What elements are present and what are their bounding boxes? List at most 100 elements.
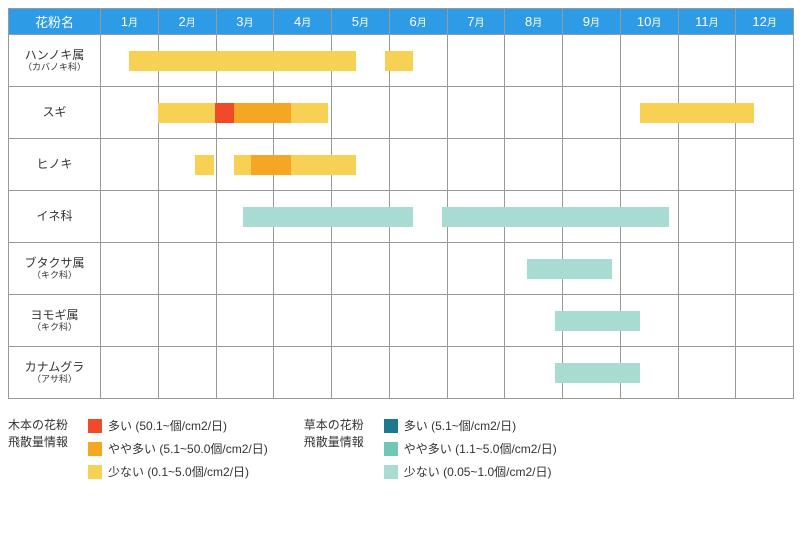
calendar-cell: [620, 243, 678, 295]
month-header: 6月: [389, 9, 447, 35]
month-header: 4月: [274, 9, 332, 35]
calendar-cell: [101, 243, 159, 295]
calendar-cell: [678, 87, 736, 139]
calendar-cell: [447, 347, 505, 399]
calendar-cell: [158, 87, 216, 139]
month-header: 12月: [736, 9, 794, 35]
calendar-cell: [216, 87, 274, 139]
calendar-cell: [505, 191, 563, 243]
legend-item: 多い (50.1~個/cm2/日): [88, 417, 268, 434]
pollen-calendar-table: 花粉名1月2月3月4月5月6月7月8月9月10月11月12月 ハンノキ属（カバノ…: [8, 8, 794, 399]
month-header: 3月: [216, 9, 274, 35]
calendar-cell: [678, 191, 736, 243]
legend-item: やや多い (1.1~5.0個/cm2/日): [384, 440, 557, 457]
calendar-cell: [736, 191, 794, 243]
calendar-cell: [736, 243, 794, 295]
month-header: 7月: [447, 9, 505, 35]
month-header: 5月: [332, 9, 390, 35]
legend-swatch: [384, 419, 398, 433]
calendar-cell: [563, 87, 621, 139]
pollen-row: ハンノキ属（カバノキ科）: [9, 35, 794, 87]
calendar-cell: [563, 191, 621, 243]
calendar-cell: [274, 347, 332, 399]
legend-grass: 草本の花粉 飛散量情報 多い (5.1~個/cm2/日) やや多い (1.1~5.…: [304, 417, 557, 480]
month-header: 2月: [158, 9, 216, 35]
calendar-cell: [274, 243, 332, 295]
calendar-cell: [274, 139, 332, 191]
row-label: ヨモギ属（キク科）: [9, 295, 101, 347]
legend-swatch: [384, 442, 398, 456]
calendar-cell: [678, 35, 736, 87]
month-header: 1月: [101, 9, 159, 35]
calendar-cell: [563, 295, 621, 347]
calendar-cell: [216, 347, 274, 399]
calendar-cell: [505, 347, 563, 399]
calendar-cell: [389, 87, 447, 139]
legend-item: 少ない (0.1~5.0個/cm2/日): [88, 463, 268, 480]
calendar-cell: [563, 243, 621, 295]
calendar-cell: [216, 35, 274, 87]
legend: 木本の花粉 飛散量情報 多い (50.1~個/cm2/日) やや多い (5.1~5…: [8, 417, 794, 480]
calendar-cell: [736, 87, 794, 139]
calendar-cell: [389, 191, 447, 243]
calendar-cell: [620, 191, 678, 243]
calendar-cell: [678, 347, 736, 399]
legend-item: 少ない (0.05~1.0個/cm2/日): [384, 463, 557, 480]
calendar-cell: [389, 295, 447, 347]
legend-grass-title: 草本の花粉 飛散量情報: [304, 417, 364, 480]
header-corner: 花粉名: [9, 9, 101, 35]
calendar-cell: [505, 35, 563, 87]
month-header: 9月: [563, 9, 621, 35]
calendar-cell: [216, 139, 274, 191]
row-label: ヒノキ: [9, 139, 101, 191]
calendar-cell: [101, 87, 159, 139]
calendar-cell: [620, 347, 678, 399]
calendar-cell: [332, 295, 390, 347]
calendar-cell: [332, 191, 390, 243]
calendar-cell: [274, 295, 332, 347]
calendar-cell: [101, 139, 159, 191]
legend-tree-title: 木本の花粉 飛散量情報: [8, 417, 68, 480]
calendar-cell: [736, 139, 794, 191]
row-label: スギ: [9, 87, 101, 139]
calendar-cell: [620, 35, 678, 87]
legend-swatch: [88, 419, 102, 433]
calendar-cell: [678, 139, 736, 191]
legend-label: やや多い (5.1~50.0個/cm2/日): [108, 440, 268, 457]
calendar-cell: [389, 243, 447, 295]
legend-item: 多い (5.1~個/cm2/日): [384, 417, 557, 434]
legend-tree: 木本の花粉 飛散量情報 多い (50.1~個/cm2/日) やや多い (5.1~5…: [8, 417, 268, 480]
legend-swatch: [384, 465, 398, 479]
calendar-cell: [447, 191, 505, 243]
calendar-cell: [447, 35, 505, 87]
row-label: ハンノキ属（カバノキ科）: [9, 35, 101, 87]
legend-swatch: [88, 442, 102, 456]
calendar-cell: [274, 87, 332, 139]
calendar-cell: [736, 347, 794, 399]
calendar-cell: [216, 243, 274, 295]
row-label: イネ科: [9, 191, 101, 243]
month-header: 11月: [678, 9, 736, 35]
calendar-cell: [101, 347, 159, 399]
calendar-cell: [101, 35, 159, 87]
calendar-cell: [274, 191, 332, 243]
month-header: 10月: [620, 9, 678, 35]
legend-label: 多い (5.1~個/cm2/日): [404, 417, 516, 434]
legend-label: やや多い (1.1~5.0個/cm2/日): [404, 440, 557, 457]
calendar-cell: [736, 35, 794, 87]
calendar-cell: [678, 243, 736, 295]
calendar-cell: [447, 87, 505, 139]
calendar-cell: [678, 295, 736, 347]
calendar-cell: [736, 295, 794, 347]
pollen-row: イネ科: [9, 191, 794, 243]
calendar-cell: [158, 191, 216, 243]
calendar-cell: [158, 243, 216, 295]
calendar-cell: [158, 139, 216, 191]
calendar-cell: [332, 87, 390, 139]
calendar-cell: [101, 295, 159, 347]
calendar-cell: [447, 295, 505, 347]
calendar-cell: [216, 191, 274, 243]
calendar-cell: [158, 295, 216, 347]
calendar-cell: [620, 87, 678, 139]
calendar-cell: [389, 35, 447, 87]
